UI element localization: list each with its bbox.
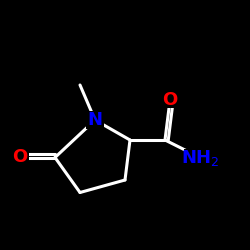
Text: NH$_2$: NH$_2$ (181, 148, 219, 168)
Text: O: O (162, 91, 178, 109)
Bar (161, 92, 179, 108)
Bar (184, 149, 216, 166)
Text: O: O (12, 148, 28, 166)
Bar (86, 111, 104, 129)
Text: N: N (88, 111, 102, 129)
Bar (11, 150, 29, 165)
